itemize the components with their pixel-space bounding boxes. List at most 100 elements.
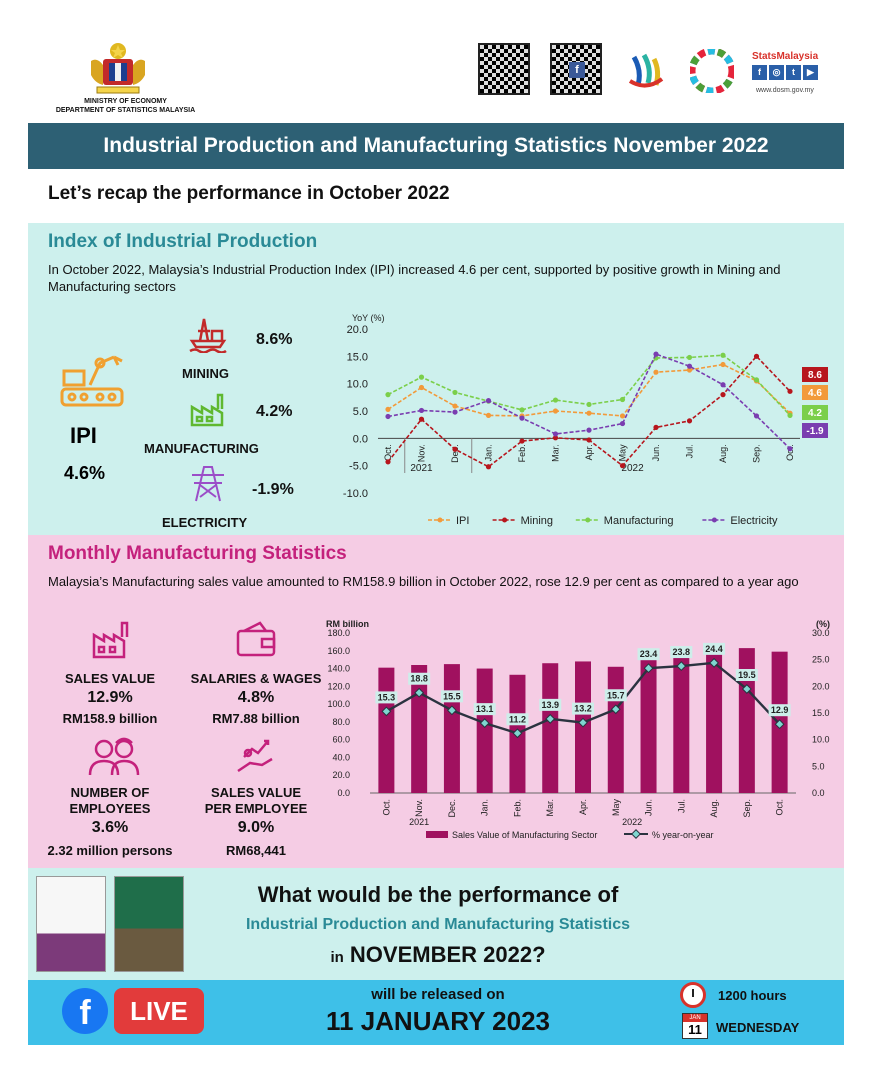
x-tick-label: Jun. — [651, 444, 661, 461]
legend-marker — [711, 517, 717, 523]
factory-icon — [190, 393, 224, 427]
data-label-bg — [670, 646, 693, 659]
legend-marker — [631, 829, 641, 839]
legend-label: Mining — [521, 515, 553, 527]
y-axis-label: YoY (%) — [352, 313, 385, 323]
qr-code-icon[interactable] — [478, 43, 530, 95]
data-point — [720, 392, 726, 398]
left-tick-label: 120.0 — [327, 681, 350, 691]
x-tick-label: Aug. — [709, 799, 719, 818]
data-point — [552, 408, 559, 414]
x-tick-label: Jul. — [685, 444, 695, 458]
left-tick-label: 20.0 — [332, 770, 350, 780]
x-tick-label: Mar. — [551, 444, 561, 462]
right-tick-label: 20.0 — [812, 681, 830, 691]
ipi-section: Index of Industrial Production In Octobe… — [28, 223, 844, 535]
left-tick-label: 160.0 — [327, 646, 350, 656]
left-tick-label: 40.0 — [332, 752, 350, 762]
data-point — [753, 377, 760, 383]
dosm-logo-icon — [628, 53, 664, 88]
infographic: MINISTRY OF ECONOMY DEPARTMENT OF STATIS… — [28, 35, 844, 1045]
data-point — [418, 374, 425, 380]
sales-bar — [542, 663, 559, 793]
x-tick-label: Jan. — [480, 799, 490, 816]
yoy-point — [578, 717, 588, 728]
manufacturing-section-title: Monthly Manufacturing Statistics — [48, 543, 347, 564]
employees-label-line1: NUMBER OF — [70, 785, 150, 800]
website-url[interactable]: www.dosm.gov.my — [756, 87, 814, 94]
statsmalaysia-label: StatsMalaysia — [752, 51, 819, 62]
year-label: 2021 — [410, 463, 433, 474]
data-label: 18.8 — [410, 674, 428, 684]
electricity-value: -1.9% — [252, 481, 294, 498]
facebook-qr-code-icon[interactable]: f — [550, 43, 602, 95]
data-label-bg — [473, 703, 496, 716]
x-tick-label: Oct. — [381, 799, 391, 816]
end-value-label: 4.2 — [808, 408, 822, 419]
data-label-bg — [572, 702, 594, 715]
manufacturing-bar-chart: RM billion (%) 180.0 160.0 140.0 120.0 100.0 80… — [326, 619, 830, 840]
right-tick-label: 30.0 — [812, 628, 830, 638]
sdg-logo-icon — [690, 49, 734, 93]
end-value-tag — [802, 385, 828, 400]
left-tick-label: 0.0 — [337, 788, 350, 798]
next-release-section: What would be the performance of Industr… — [28, 868, 844, 980]
y-tick-label: 15.0 — [347, 351, 368, 363]
left-tick-label: 100.0 — [327, 699, 350, 709]
malaysia-crest-icon — [91, 43, 145, 94]
calendar-day: 11 — [688, 1022, 702, 1037]
ipi-publication-cover[interactable] — [36, 876, 106, 972]
clock-icon — [680, 982, 706, 1008]
calendar-month: JAN — [683, 1014, 707, 1022]
sales-bar — [706, 653, 723, 793]
x-tick-label: Feb. — [512, 799, 522, 817]
data-label-bg — [375, 691, 398, 704]
facebook-icon[interactable]: f — [752, 65, 767, 80]
facebook-icon[interactable]: f — [62, 988, 108, 1034]
live-badge[interactable]: LIVE — [114, 988, 204, 1034]
sales-bar — [607, 666, 624, 793]
sales-bar — [411, 665, 428, 793]
right-tick-label: 0.0 — [812, 788, 825, 798]
legend-label: Sales Value of Manufacturing Sector — [452, 830, 597, 840]
employees-label: NUMBER OF EMPLOYEES — [50, 785, 170, 817]
data-point — [385, 459, 391, 465]
youtube-icon[interactable]: ▶ — [803, 65, 818, 80]
left-tick-label: 140.0 — [327, 664, 350, 674]
mining-value: 8.6% — [256, 331, 293, 348]
data-label: 23.4 — [640, 649, 658, 659]
legend-marker — [502, 517, 508, 523]
left-tick-label: 180.0 — [327, 628, 350, 638]
twitter-icon[interactable]: t — [786, 65, 801, 80]
data-point — [418, 384, 425, 391]
yoy-point — [381, 706, 392, 717]
manufacturing-publication-cover[interactable] — [114, 876, 184, 972]
sales-value-amount: RM158.9 billion — [62, 711, 158, 726]
data-point — [452, 389, 458, 396]
year-label: 2021 — [409, 817, 429, 827]
release-month: in NOVEMBER 2022? — [178, 942, 698, 968]
yoy-point — [414, 687, 425, 698]
x-tick-label: Apr. — [584, 444, 594, 460]
data-point — [552, 435, 559, 441]
end-value-label: 4.6 — [808, 388, 822, 399]
legend-marker — [585, 517, 591, 523]
department-line: DEPARTMENT OF STATISTICS MALAYSIA — [55, 107, 196, 114]
data-point — [619, 413, 626, 419]
employees-label-line2: EMPLOYEES — [69, 801, 151, 816]
sales-per-employee-amount: RM68,441 — [226, 843, 286, 858]
left-tick-label: 60.0 — [332, 735, 350, 745]
x-tick-label: Jul. — [676, 799, 686, 813]
instagram-icon[interactable]: ◎ — [769, 65, 784, 80]
data-point — [519, 415, 525, 421]
robot-arm-factory-icon — [60, 355, 124, 407]
yoy-point — [446, 705, 457, 716]
data-point — [686, 418, 693, 424]
release-date: 11 JANUARY 2023 — [325, 1006, 551, 1036]
y-tick-label: -5.0 — [349, 461, 368, 473]
end-value-tag — [802, 423, 828, 438]
data-point — [452, 403, 458, 409]
legend-label: IPI — [456, 515, 469, 527]
x-tick-label: Nov. — [417, 444, 427, 462]
data-label: 15.7 — [607, 690, 625, 700]
